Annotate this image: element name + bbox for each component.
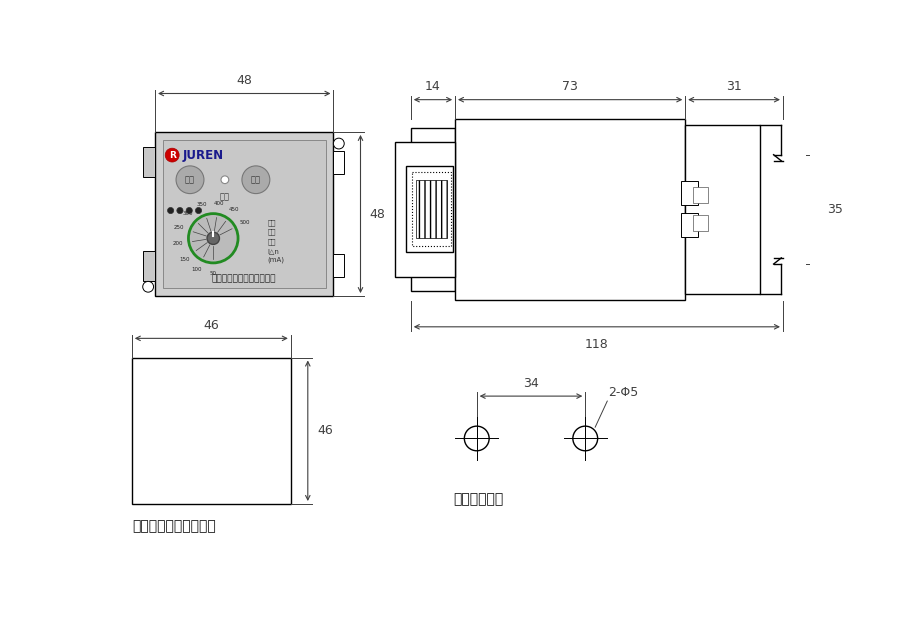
Circle shape bbox=[207, 232, 220, 244]
Text: 46: 46 bbox=[203, 319, 220, 332]
Bar bbox=[406, 166, 453, 252]
Bar bbox=[681, 213, 698, 237]
Text: I△n: I△n bbox=[267, 248, 279, 253]
Circle shape bbox=[186, 207, 193, 214]
Text: 200: 200 bbox=[173, 241, 184, 246]
Text: 150: 150 bbox=[179, 256, 190, 262]
Text: 450: 450 bbox=[229, 207, 239, 212]
Circle shape bbox=[333, 138, 344, 149]
Text: 50: 50 bbox=[210, 271, 217, 276]
Circle shape bbox=[176, 207, 183, 214]
Text: 2-Φ5: 2-Φ5 bbox=[608, 386, 639, 399]
Text: (mA): (mA) bbox=[267, 256, 284, 263]
Text: 34: 34 bbox=[523, 377, 539, 390]
Bar bbox=[333, 151, 344, 174]
Text: 14: 14 bbox=[425, 80, 441, 94]
Bar bbox=[143, 251, 155, 281]
Circle shape bbox=[221, 176, 229, 184]
Text: 500: 500 bbox=[239, 219, 250, 225]
Bar bbox=[685, 125, 760, 293]
Circle shape bbox=[242, 166, 270, 193]
Bar bbox=[143, 147, 155, 177]
Text: 复位: 复位 bbox=[185, 175, 195, 184]
Bar bbox=[681, 181, 698, 205]
Text: 400: 400 bbox=[213, 201, 224, 206]
Text: 46: 46 bbox=[317, 424, 333, 437]
Circle shape bbox=[195, 207, 202, 214]
Text: 电流: 电流 bbox=[267, 238, 276, 244]
Text: R: R bbox=[168, 151, 176, 160]
Text: 300: 300 bbox=[183, 211, 194, 216]
Text: 上海聚仁电力科技有限公司: 上海聚仁电力科技有限公司 bbox=[212, 274, 276, 283]
Bar bbox=[333, 254, 344, 277]
Bar bbox=[455, 119, 685, 300]
Text: 35: 35 bbox=[827, 203, 843, 216]
Circle shape bbox=[176, 166, 204, 193]
Text: 350: 350 bbox=[197, 202, 208, 207]
Circle shape bbox=[166, 148, 179, 162]
Text: 动作: 动作 bbox=[220, 192, 230, 201]
Circle shape bbox=[167, 207, 174, 214]
Text: 31: 31 bbox=[726, 80, 742, 94]
Text: 动作: 动作 bbox=[267, 229, 276, 235]
Text: 48: 48 bbox=[370, 207, 386, 221]
Bar bbox=[693, 215, 708, 230]
Circle shape bbox=[143, 281, 154, 292]
Bar bbox=[411, 128, 455, 291]
Text: 试验: 试验 bbox=[251, 175, 261, 184]
Text: 漏电: 漏电 bbox=[267, 219, 276, 226]
Bar bbox=[693, 188, 708, 203]
Bar bbox=[417, 180, 447, 238]
Text: 固定式尺寸图: 固定式尺寸图 bbox=[454, 493, 504, 507]
Circle shape bbox=[464, 426, 490, 451]
Circle shape bbox=[188, 214, 238, 263]
Text: 48: 48 bbox=[237, 75, 252, 87]
Text: 100: 100 bbox=[192, 267, 202, 272]
Text: 嵌入式面板开孔尺寸图: 嵌入式面板开孔尺寸图 bbox=[132, 519, 216, 533]
Text: 250: 250 bbox=[174, 225, 184, 230]
Bar bbox=[132, 358, 291, 504]
Bar bbox=[395, 142, 455, 277]
Bar bbox=[155, 132, 333, 296]
Bar bbox=[163, 140, 326, 288]
Text: 73: 73 bbox=[562, 80, 578, 94]
Bar bbox=[412, 172, 451, 246]
Circle shape bbox=[572, 426, 598, 451]
Text: 118: 118 bbox=[585, 338, 608, 351]
Text: JUREN: JUREN bbox=[183, 149, 224, 161]
